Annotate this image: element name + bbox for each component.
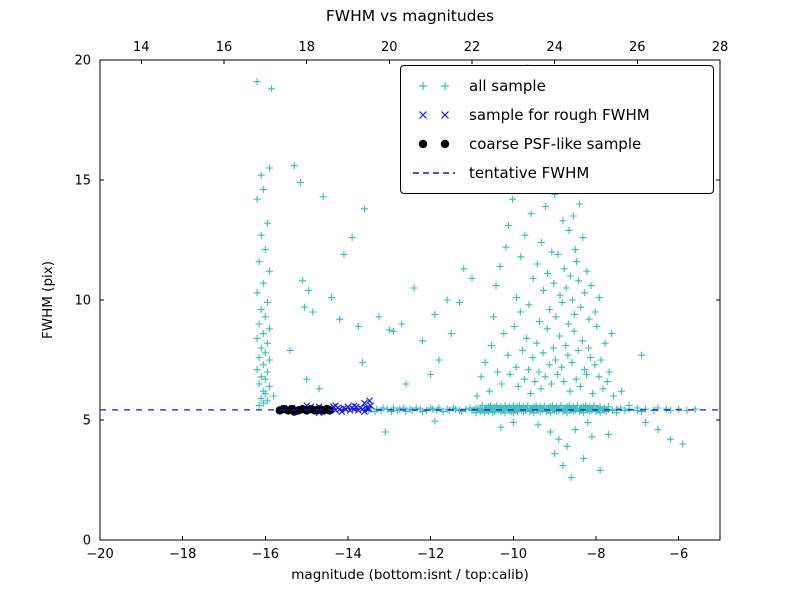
svg-text:−6: −6 <box>669 547 688 562</box>
legend-label: coarse PSF-like sample <box>469 134 642 153</box>
svg-text:−14: −14 <box>334 547 361 562</box>
svg-text:5: 5 <box>83 414 91 429</box>
svg-text:0: 0 <box>83 534 91 549</box>
chart-title: FWHM vs magnitudes <box>325 7 495 25</box>
legend-label: all sample <box>469 76 546 95</box>
svg-text:20: 20 <box>74 54 91 69</box>
legend: all sample sample for rough FWHM coarse … <box>400 65 714 194</box>
svg-text:22: 22 <box>464 40 481 55</box>
svg-text:24: 24 <box>546 40 563 55</box>
svg-text:−20: −20 <box>86 547 113 562</box>
legend-label: sample for rough FWHM <box>469 105 650 124</box>
plot-generated-content: −20 −18 −16 −14 −12 −10 −8 −6 14 16 18 20 22 24 26 28 0 5… <box>74 40 728 562</box>
svg-text:−8: −8 <box>586 547 605 562</box>
svg-text:26: 26 <box>629 40 646 55</box>
legend-marker-dashed-line-icon <box>413 172 455 174</box>
legend-item-rough-fwhm: sample for rough FWHM <box>411 104 703 126</box>
legend-label: tentative FWHM <box>469 163 590 182</box>
svg-text:28: 28 <box>712 40 729 55</box>
legend-item-tentative-fwhm: tentative FWHM <box>411 162 703 184</box>
legend-marker-x-icon <box>419 111 449 119</box>
legend-marker-plus-icon <box>419 82 449 90</box>
x-axis-label: magnitude (bottom:isnt / top:calib) <box>291 567 529 583</box>
svg-text:20: 20 <box>381 40 398 55</box>
svg-text:15: 15 <box>74 174 91 189</box>
legend-item-all-sample: all sample <box>411 75 703 97</box>
y-axis-label: FWHM (pix) <box>40 261 56 339</box>
legend-item-coarse-psf: coarse PSF-like sample <box>411 133 703 155</box>
svg-text:−18: −18 <box>169 547 196 562</box>
svg-text:16: 16 <box>216 40 233 55</box>
svg-text:10: 10 <box>74 294 91 309</box>
svg-text:−16: −16 <box>252 547 279 562</box>
svg-text:14: 14 <box>133 40 150 55</box>
svg-text:−12: −12 <box>417 547 444 562</box>
svg-text:18: 18 <box>298 40 315 55</box>
svg-text:−10: −10 <box>500 547 527 562</box>
axes-frame: −20 −18 −16 −14 −12 −10 −8 −6 14 16 18 20 22 24 26 28 0 5… <box>74 40 728 562</box>
legend-marker-dot-icon <box>418 139 450 149</box>
